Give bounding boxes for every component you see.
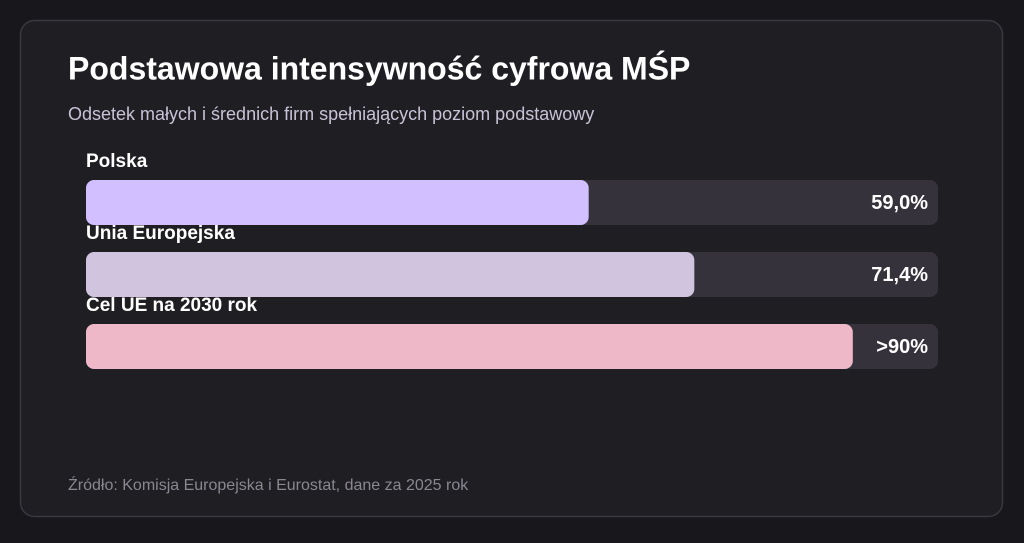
category-label: Polska: [86, 151, 148, 172]
value-label: 71,4%: [871, 264, 928, 286]
bar: [86, 252, 695, 297]
value-label: >90%: [876, 336, 928, 358]
category-label: Unia Europejska: [86, 223, 235, 244]
category-label: Cel UE na 2030 rok: [86, 295, 258, 316]
chart-title: Podstawowa intensywność cyfrowa MŚP: [68, 50, 690, 86]
bar: [86, 324, 853, 369]
bar: [86, 180, 589, 225]
value-label: 59,0%: [871, 192, 928, 214]
chart-subtitle: Odsetek małych i średnich firm spełniają…: [68, 104, 594, 124]
source-note: Źródło: Komisja Europejska i Eurostat, d…: [68, 475, 469, 494]
